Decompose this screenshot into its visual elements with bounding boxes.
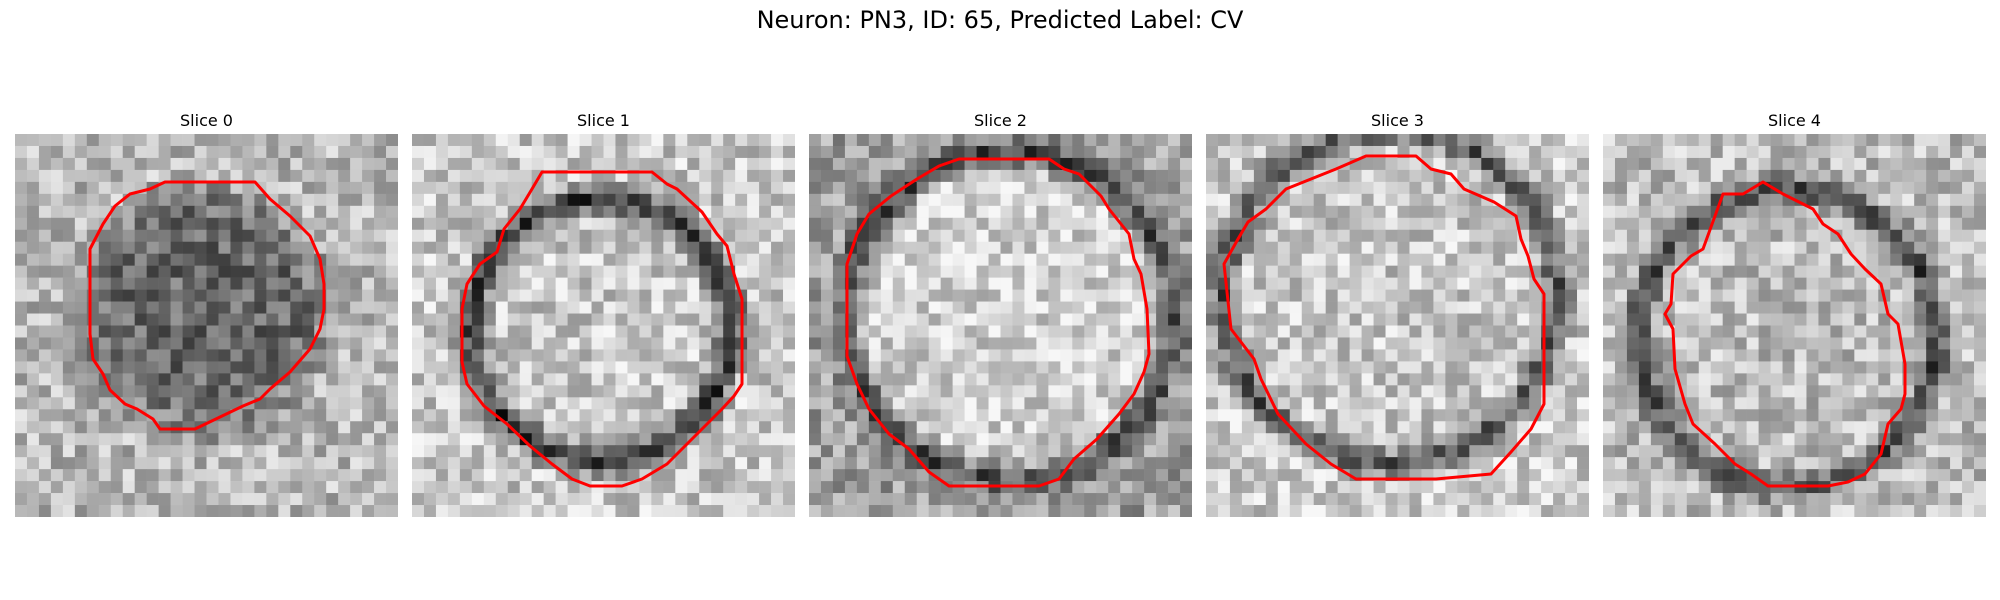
- figure-title: Neuron: PN3, ID: 65, Predicted Label: CV: [756, 6, 1244, 34]
- slice-image: [1206, 134, 1589, 517]
- slice-panel-2: Slice 2: [809, 108, 1192, 517]
- slice-panel-1: Slice 1: [412, 108, 795, 517]
- segmentation-contour: [1663, 180, 1907, 488]
- slice-title: Slice 3: [1371, 111, 1424, 130]
- segmentation-contour: [88, 180, 326, 431]
- slice-panel-0: Slice 0: [15, 108, 398, 517]
- slice-image: [1603, 134, 1986, 517]
- slice-title: Slice 0: [180, 111, 233, 130]
- slice-title: Slice 1: [577, 111, 630, 130]
- slice-image: [15, 134, 398, 517]
- slice-title: Slice 2: [974, 111, 1027, 130]
- slice-image: [809, 134, 1192, 517]
- segmentation-contour: [460, 170, 744, 488]
- slice-image: [412, 134, 795, 517]
- slice-panel-3: Slice 3: [1206, 108, 1589, 517]
- segmentation-contour: [1222, 154, 1546, 481]
- segmentation-contour: [845, 157, 1151, 488]
- slice-title: Slice 4: [1768, 111, 1821, 130]
- slice-panel-4: Slice 4: [1603, 108, 1986, 517]
